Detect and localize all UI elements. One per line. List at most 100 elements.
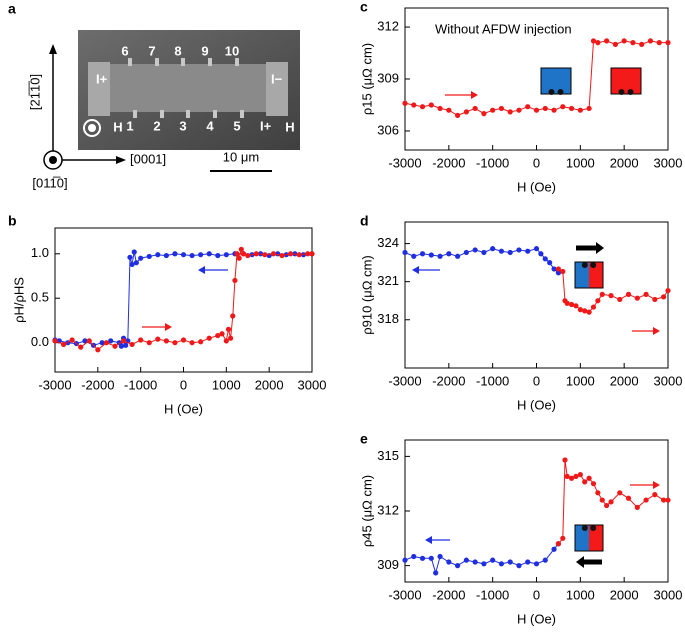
out-of-plane-dot	[49, 156, 57, 164]
domain-inset-frame	[574, 524, 604, 552]
data-point	[599, 497, 605, 503]
x-axis-label: H (Oe)	[517, 611, 556, 626]
data-point	[131, 249, 137, 255]
inset-dot	[581, 262, 588, 268]
data-point	[551, 107, 557, 113]
y-tick-label: 321	[377, 273, 399, 288]
data-point	[198, 339, 204, 345]
y-axis-label: ρ910 (μΩ cm)	[359, 255, 374, 335]
series-line	[54, 247, 312, 351]
data-point	[599, 291, 605, 297]
data-point	[215, 252, 221, 259]
data-point	[463, 557, 469, 563]
data-point	[577, 471, 583, 478]
data-point	[621, 38, 627, 44]
data-point	[612, 41, 619, 47]
data-point	[507, 249, 513, 256]
data-point	[52, 338, 58, 344]
x-tick-label: 0	[533, 587, 540, 602]
data-point	[564, 300, 570, 306]
data-point	[516, 107, 522, 113]
electrode-label: 10	[225, 43, 239, 58]
data-point	[236, 255, 242, 261]
data-point	[446, 251, 452, 257]
data-point	[472, 105, 478, 112]
current-label: I+	[260, 118, 272, 133]
arrow-head	[471, 91, 478, 99]
series-line	[404, 543, 559, 575]
data-point	[590, 304, 597, 310]
h-label: H	[113, 119, 122, 134]
domain-inset	[589, 262, 603, 288]
x-axis-label: H (Oe)	[164, 401, 203, 416]
data-point	[560, 104, 566, 110]
x-tick-label: 0	[533, 155, 540, 170]
data-point	[551, 546, 557, 552]
data-point	[223, 252, 229, 258]
data-point	[309, 251, 315, 257]
data-point	[586, 105, 592, 112]
data-point	[595, 40, 601, 46]
data-point	[604, 38, 610, 44]
electrode-label: 4	[206, 118, 214, 133]
contact	[266, 62, 288, 116]
x-tick-label: -3000	[388, 155, 421, 170]
data-point	[138, 255, 144, 261]
data-point	[411, 253, 417, 259]
data-point	[225, 326, 232, 332]
data-point	[604, 502, 610, 509]
arrow-head	[653, 481, 660, 489]
arrow-head	[425, 536, 432, 544]
data-point	[411, 102, 417, 108]
x-tick-label: -3000	[388, 373, 421, 388]
data-point	[562, 457, 568, 463]
plot-frame	[54, 227, 313, 373]
data-point	[189, 340, 195, 346]
electrode-label: 5	[233, 118, 240, 133]
inset-dot	[581, 525, 588, 531]
data-point	[617, 296, 623, 303]
data-point	[555, 266, 562, 272]
data-point	[590, 481, 597, 487]
data-point	[206, 251, 212, 257]
data-point	[639, 41, 645, 47]
arrow-head	[198, 266, 205, 274]
x-tick-label: -2000	[432, 373, 465, 388]
data-point	[433, 570, 439, 576]
y-tick-label: 309	[377, 70, 399, 85]
x-tick-label: 1000	[212, 377, 241, 392]
x-tick-label: 2000	[255, 377, 284, 392]
data-point	[498, 248, 505, 254]
data-point	[455, 112, 461, 118]
data-point	[577, 307, 583, 313]
current-label: I−	[271, 71, 283, 86]
data-point	[665, 497, 671, 503]
x-tick-label: 3000	[654, 373, 683, 388]
data-point	[287, 251, 294, 257]
inset-dot	[618, 89, 625, 95]
data-point	[516, 247, 522, 253]
data-point	[82, 338, 88, 344]
y-tick-label: 1.0	[31, 245, 49, 260]
domain-inset-frame	[574, 261, 604, 289]
x-tick-label: -3000	[388, 587, 421, 602]
data-point	[437, 553, 443, 560]
series-line	[54, 251, 313, 348]
data-point	[428, 555, 434, 561]
data-point	[582, 479, 588, 485]
data-point	[533, 246, 540, 252]
data-point	[129, 261, 135, 268]
scale-bar-label: 10 μm	[223, 149, 259, 164]
x-tick-label: 1000	[566, 155, 595, 170]
y-tick-label: 312	[377, 18, 399, 33]
x-tick-label: 2000	[610, 155, 639, 170]
x-axis-label: H (Oe)	[517, 179, 556, 194]
data-point	[189, 252, 195, 259]
x-tick-label: 2000	[610, 373, 639, 388]
data-point	[630, 40, 636, 46]
electrode-label: 6	[121, 43, 128, 58]
data-point	[590, 38, 597, 44]
data-point	[625, 291, 632, 297]
data-point	[538, 251, 544, 257]
x-tick-label: 3000	[654, 155, 683, 170]
